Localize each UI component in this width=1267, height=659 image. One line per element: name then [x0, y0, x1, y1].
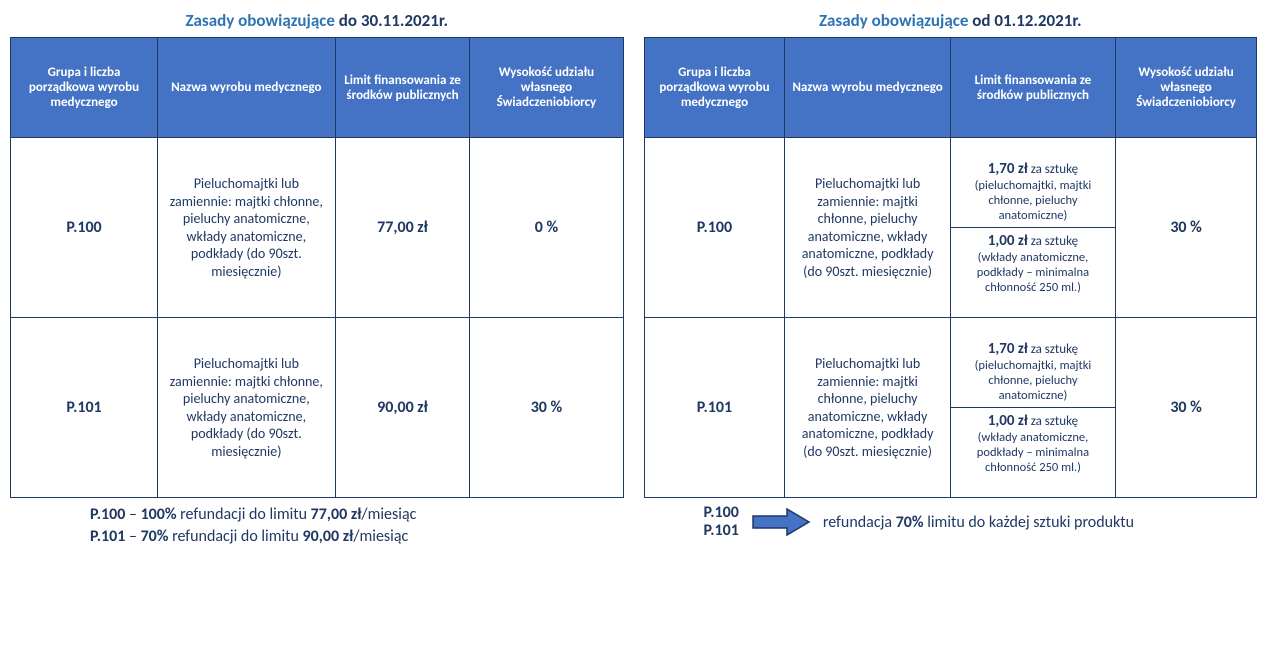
limit-note: (wkłady anatomiczne, podkłady – minimaln… — [957, 430, 1109, 475]
limit-variant-b: 1,00 zł za sztukę (wkłady anatomiczne, p… — [951, 227, 1115, 299]
left-footer-line1: P.100 – 100% refundacji do limitu 77,00 … — [90, 504, 624, 526]
cell-code: P.101 — [644, 318, 785, 498]
cell-desc: Pieluchomajtki lub zamiennie: majtki chł… — [158, 318, 336, 498]
footer-code: P.100 — [704, 504, 739, 522]
limit-price: 1,70 zł — [988, 340, 1028, 358]
footer-text-pre: refundacja — [823, 513, 896, 532]
cell-desc: Pieluchomajtki lub zamiennie: majtki chł… — [785, 318, 950, 498]
th-limit: Limit finansowania ze środków publicznyc… — [335, 38, 470, 138]
footer-amt: 90,00 zł — [303, 527, 354, 546]
table-row: P.101 Pieluchomajtki lub zamiennie: majt… — [644, 318, 1257, 498]
footer-tail: /miesiąc — [361, 505, 416, 524]
right-footer: P.100 P.101 refundacja 70% limitu do każ… — [644, 504, 1258, 541]
table-header-row: Grupa i liczba porządkowa wyrobu medyczn… — [11, 38, 624, 138]
limit-price: 1,00 zł — [988, 232, 1028, 250]
footer-text-post: limitu do każdej sztuki produktu — [924, 513, 1134, 532]
limit-price: 1,00 zł — [988, 412, 1028, 430]
limit-price: 1,70 zł — [988, 160, 1028, 178]
th-group: Grupa i liczba porządkowa wyrobu medyczn… — [11, 38, 158, 138]
footer-pct: 70% — [141, 527, 169, 546]
cell-share: 30 % — [1116, 138, 1257, 318]
cell-desc: Pieluchomajtki lub zamiennie: majtki chł… — [158, 138, 336, 318]
footer-amt: 77,00 zł — [311, 505, 362, 524]
cell-code: P.100 — [11, 138, 158, 318]
limit-note: (pieluchomajtki, majtki chłonne, pieluch… — [957, 358, 1109, 403]
right-footer-codes: P.100 P.101 — [704, 504, 739, 541]
cell-share: 30 % — [470, 318, 623, 498]
table-row: P.100 Pieluchomajtki lub zamiennie: majt… — [644, 138, 1257, 318]
table-header-row: Grupa i liczba porządkowa wyrobu medyczn… — [644, 38, 1257, 138]
footer-sep: – — [125, 505, 140, 524]
footer-tail: /miesiąc — [353, 527, 408, 546]
cell-share: 30 % — [1116, 318, 1257, 498]
left-title: Zasady obowiązujące do 30.11.2021r. — [10, 10, 624, 31]
cell-code: P.101 — [11, 318, 158, 498]
footer-code: P.101 — [704, 522, 739, 540]
left-title-date: do 30.11.2021r. — [339, 10, 448, 31]
left-panel: Zasady obowiązujące do 30.11.2021r. Grup… — [10, 10, 624, 547]
right-footer-text: refundacja 70% limitu do każdej sztuki p… — [823, 513, 1134, 532]
cell-limit-split: 1,70 zł za sztukę (pieluchomajtki, majtk… — [950, 318, 1115, 498]
th-name: Nazwa wyrobu medycznego — [158, 38, 336, 138]
right-table: Grupa i liczba porządkowa wyrobu medyczn… — [644, 37, 1258, 498]
right-title-prefix: Zasady obowiązujące — [819, 10, 972, 31]
footer-text-pct: 70% — [896, 513, 924, 532]
footer-mid: refundacji do limitu — [177, 505, 311, 524]
footer-sep: – — [125, 527, 140, 546]
th-name: Nazwa wyrobu medycznego — [785, 38, 950, 138]
table-row: P.101 Pieluchomajtki lub zamiennie: majt… — [11, 318, 624, 498]
limit-unit: za sztukę — [1028, 342, 1078, 357]
arrow-right-icon — [751, 507, 811, 537]
limit-variant-a: 1,70 zł za sztukę (pieluchomajtki, majtk… — [951, 156, 1115, 227]
limit-variant-b: 1,00 zł za sztukę (wkłady anatomiczne, p… — [951, 407, 1115, 479]
right-title: Zasady obowiązujące od 01.12.2021r. — [644, 10, 1258, 31]
left-footer: P.100 – 100% refundacji do limitu 77,00 … — [10, 504, 624, 547]
right-title-date: od 01.12.2021r. — [972, 10, 1081, 31]
footer-code: P.101 — [90, 527, 125, 546]
limit-unit: za sztukę — [1028, 414, 1078, 429]
footer-pct: 100% — [141, 505, 177, 524]
th-share: Wysokość udziału własnego Świadczeniobio… — [1116, 38, 1257, 138]
footer-mid: refundacji do limitu — [168, 527, 302, 546]
limit-variant-a: 1,70 zł za sztukę (pieluchomajtki, majtk… — [951, 336, 1115, 407]
limit-note: (wkłady anatomiczne, podkłady – minimaln… — [957, 250, 1109, 295]
limit-unit: za sztukę — [1028, 234, 1078, 249]
limit-note: (pieluchomajtki, majtki chłonne, pieluch… — [957, 178, 1109, 223]
th-share: Wysokość udziału własnego Świadczeniobio… — [470, 38, 623, 138]
cell-limit: 90,00 zł — [335, 318, 470, 498]
footer-code: P.100 — [90, 505, 125, 524]
left-title-prefix: Zasady obowiązujące — [186, 10, 339, 31]
cell-code: P.100 — [644, 138, 785, 318]
left-footer-line2: P.101 – 70% refundacji do limitu 90,00 z… — [90, 526, 624, 548]
th-group: Grupa i liczba porządkowa wyrobu medyczn… — [644, 38, 785, 138]
table-row: P.100 Pieluchomajtki lub zamiennie: majt… — [11, 138, 624, 318]
cell-share: 0 % — [470, 138, 623, 318]
cell-desc: Pieluchomajtki lub zamiennie: majtki chł… — [785, 138, 950, 318]
cell-limit-split: 1,70 zł za sztukę (pieluchomajtki, majtk… — [950, 138, 1115, 318]
cell-limit: 77,00 zł — [335, 138, 470, 318]
left-table: Grupa i liczba porządkowa wyrobu medyczn… — [10, 37, 624, 498]
limit-unit: za sztukę — [1028, 162, 1078, 177]
right-panel: Zasady obowiązujące od 01.12.2021r. Grup… — [644, 10, 1258, 541]
th-limit: Limit finansowania ze środków publicznyc… — [950, 38, 1115, 138]
